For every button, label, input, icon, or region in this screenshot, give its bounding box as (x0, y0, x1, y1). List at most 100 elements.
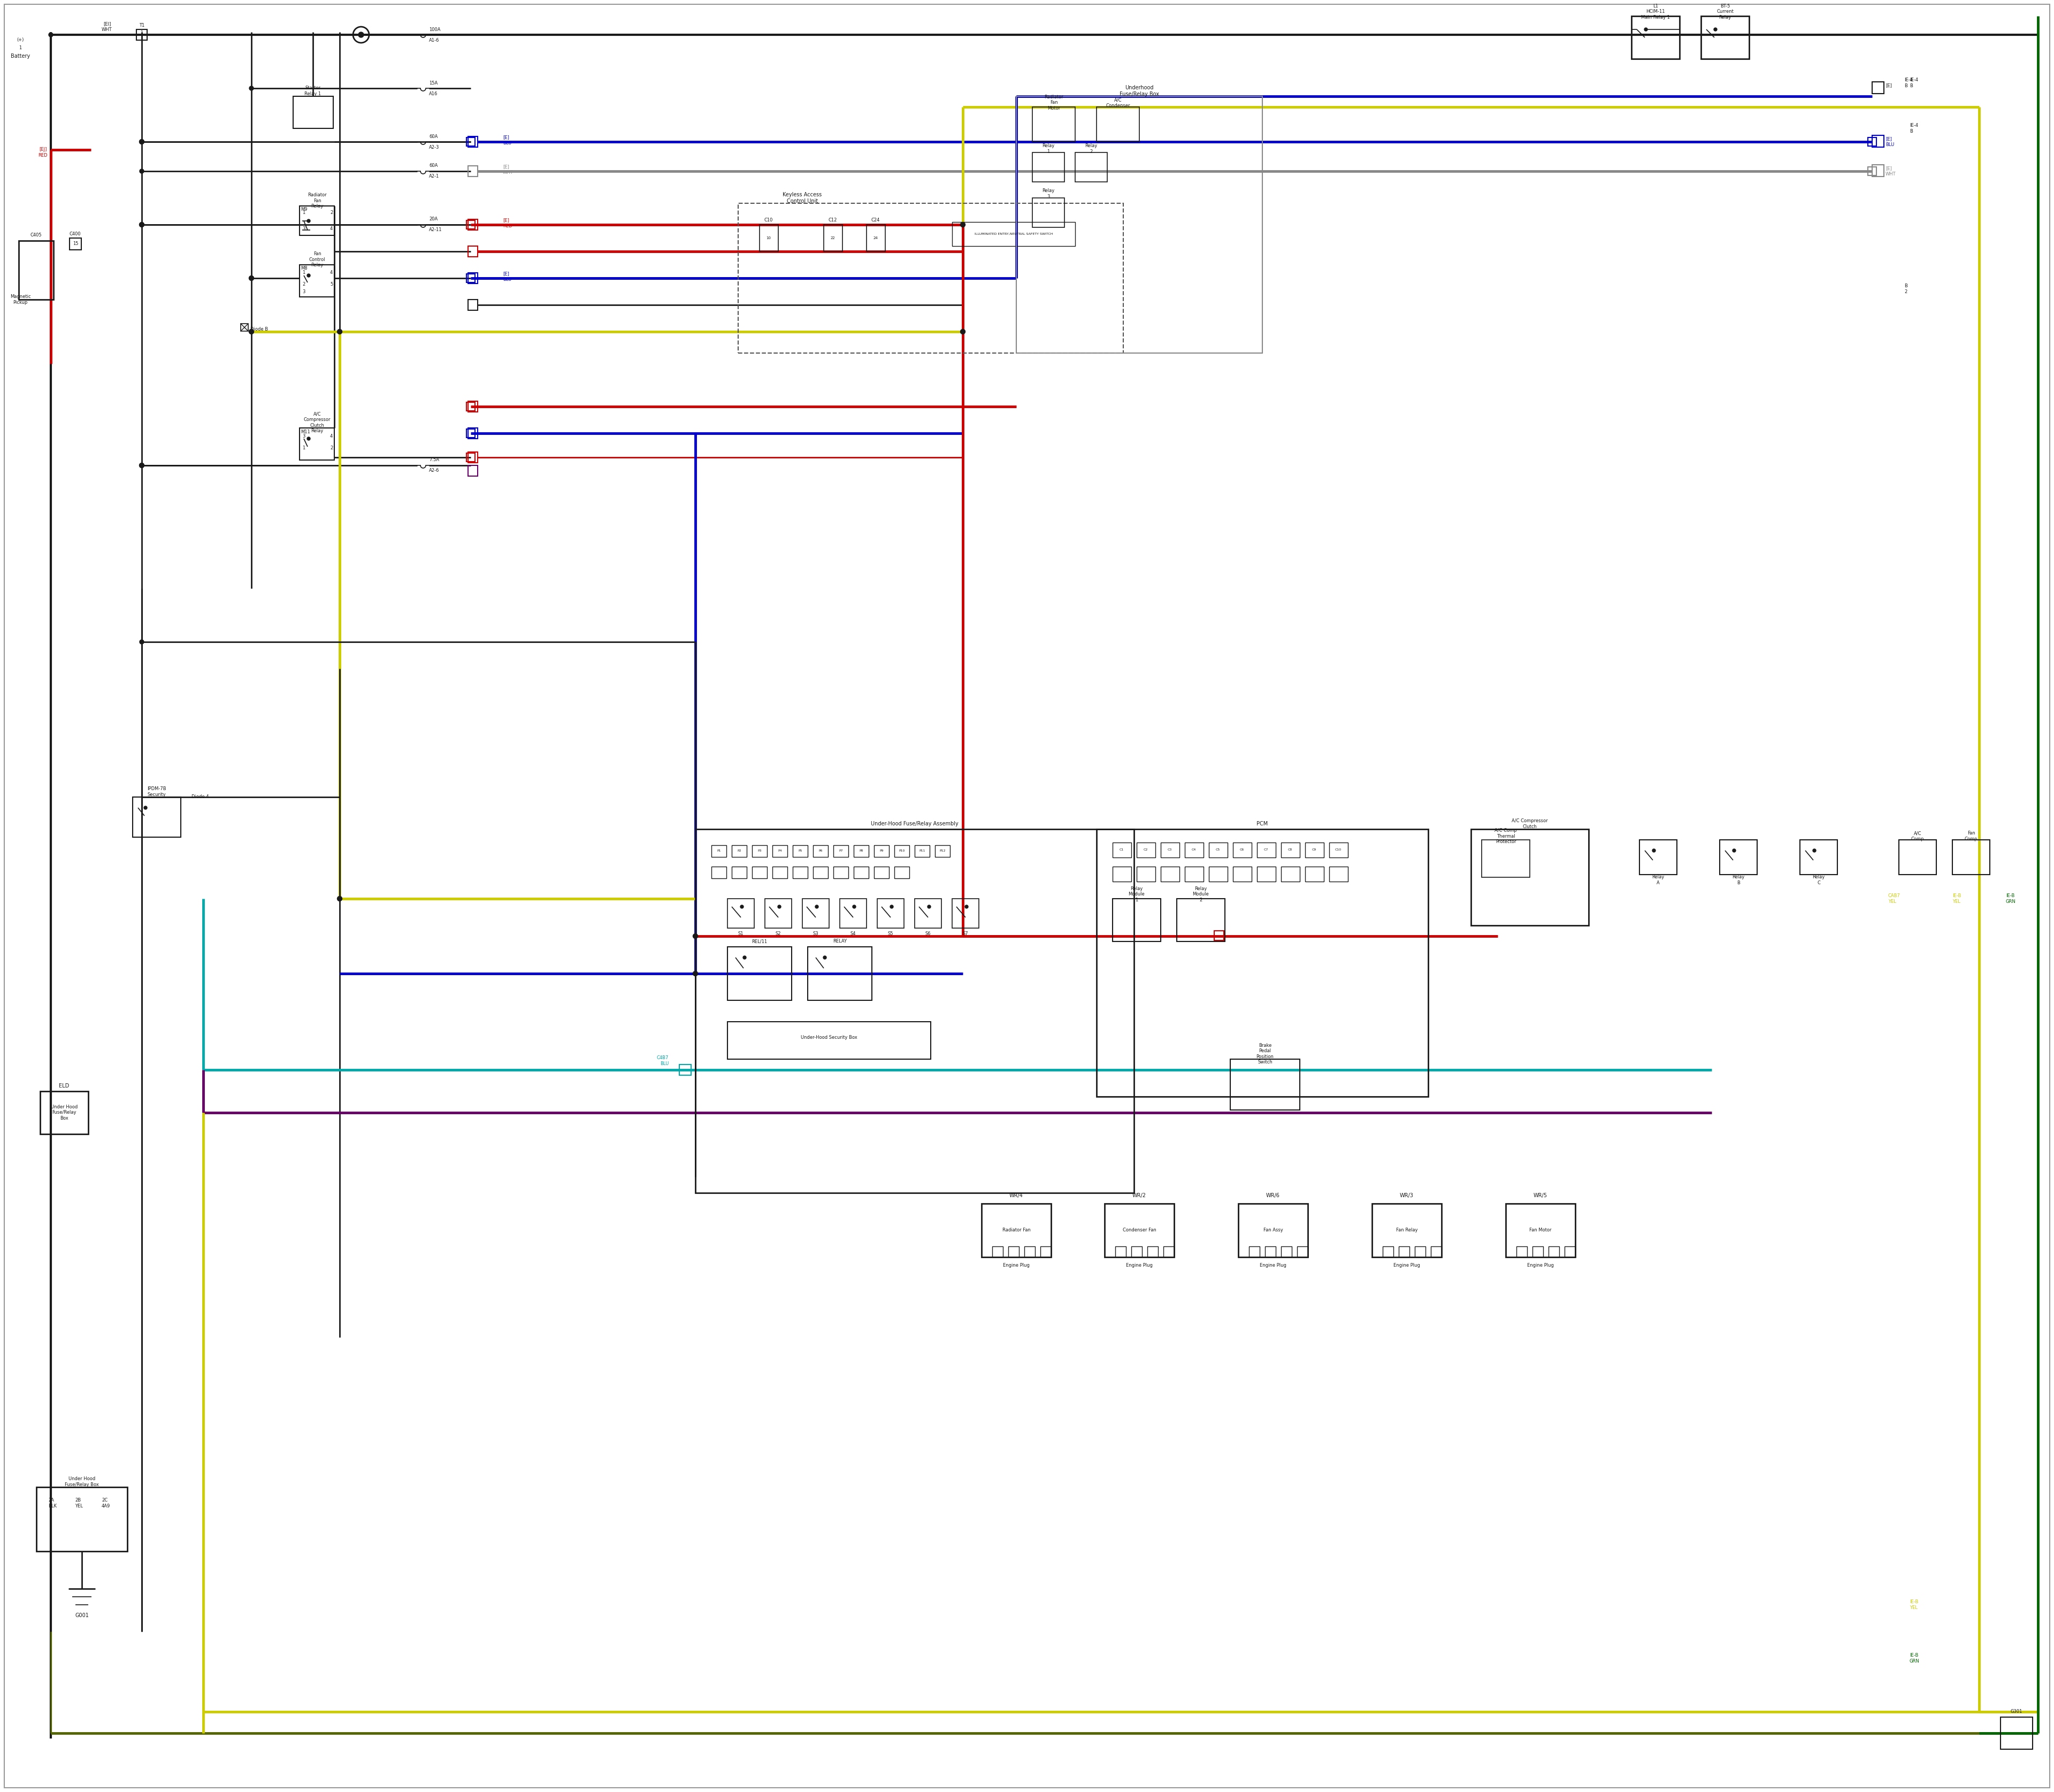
Circle shape (140, 462, 144, 468)
Bar (793, 846, 807, 857)
Circle shape (306, 219, 310, 222)
Bar (772, 846, 787, 857)
Text: Engine Plug: Engine Plug (1528, 1263, 1553, 1267)
Text: M9: M9 (300, 208, 308, 211)
Bar (680, 1064, 690, 1075)
Bar (466, 401, 474, 410)
Bar (752, 867, 766, 878)
Text: C2: C2 (1144, 849, 1148, 851)
Text: Engine Plug: Engine Plug (1259, 1263, 1286, 1267)
Bar (854, 867, 869, 878)
Bar (1232, 867, 1251, 882)
Bar (1113, 867, 1132, 882)
Bar (953, 898, 980, 928)
Text: 100A: 100A (429, 27, 440, 32)
Bar (803, 898, 830, 928)
Text: 15: 15 (72, 242, 78, 246)
Bar (1282, 1247, 1292, 1256)
Circle shape (249, 330, 253, 333)
Circle shape (692, 934, 698, 939)
Circle shape (249, 276, 255, 281)
Bar (1210, 867, 1228, 882)
Text: ELD: ELD (60, 1082, 70, 1088)
Text: S2: S2 (776, 932, 781, 935)
Circle shape (249, 330, 255, 333)
Text: Radiator Fan: Radiator Fan (1002, 1228, 1031, 1233)
Bar (1953, 840, 1990, 874)
Bar (41, 1091, 88, 1134)
Text: C400: C400 (70, 231, 80, 237)
Bar (1282, 842, 1300, 858)
Text: Diode 4: Diode 4 (191, 794, 210, 799)
Circle shape (140, 464, 144, 468)
Text: P12: P12 (939, 849, 945, 853)
Text: T1: T1 (140, 23, 144, 27)
Text: 7.5A: 7.5A (429, 457, 440, 462)
Text: WR/3: WR/3 (1401, 1193, 1413, 1199)
Bar (1115, 1247, 1126, 1256)
Text: IE-B
YEL: IE-B YEL (1953, 894, 1962, 903)
Bar (1372, 1204, 1442, 1256)
Circle shape (140, 222, 144, 228)
Bar (1565, 1247, 1575, 1256)
Circle shape (824, 955, 826, 959)
Bar (834, 867, 848, 878)
Bar (1210, 842, 1228, 858)
Text: 1: 1 (140, 30, 144, 36)
Bar (1136, 867, 1154, 882)
Text: 15A: 15A (429, 81, 438, 86)
Bar (1639, 840, 1676, 874)
Bar (1163, 1247, 1175, 1256)
Bar (1282, 867, 1300, 882)
Bar (1298, 1247, 1308, 1256)
Circle shape (140, 140, 144, 143)
Text: Engine Plug: Engine Plug (1126, 1263, 1152, 1267)
Bar (1161, 842, 1179, 858)
Bar (840, 898, 867, 928)
Text: G301: G301 (2011, 1710, 2023, 1715)
Bar (468, 167, 479, 177)
Text: C24: C24 (871, 219, 879, 222)
Circle shape (692, 971, 698, 977)
Bar (1033, 152, 1064, 181)
Text: 1: 1 (18, 47, 23, 50)
Text: [E]
BLU: [E] BLU (503, 271, 511, 281)
Text: [E]
BLU: [E] BLU (503, 134, 511, 145)
Text: Engine Plug: Engine Plug (1393, 1263, 1419, 1267)
Bar (953, 222, 1074, 246)
Bar (468, 272, 479, 283)
Text: [E]
BLU: [E] BLU (1886, 136, 1894, 147)
Bar (1017, 97, 1263, 353)
Bar (37, 1487, 127, 1552)
Text: C4: C4 (1191, 849, 1195, 851)
Bar (1009, 1247, 1019, 1256)
Text: C4B7
BLU: C4B7 BLU (657, 1055, 670, 1066)
Bar (1799, 840, 1838, 874)
Text: Fan
Control
Relay: Fan Control Relay (308, 251, 325, 267)
Text: P8: P8 (859, 849, 863, 853)
Text: C8: C8 (1288, 849, 1292, 851)
Text: 2: 2 (331, 210, 333, 215)
Bar (1025, 1247, 1035, 1256)
Text: A2-1: A2-1 (429, 174, 440, 179)
Text: [E]: [E] (1886, 82, 1892, 93)
Bar (1304, 842, 1325, 858)
Bar (727, 1021, 930, 1059)
Circle shape (965, 905, 967, 909)
Bar (1074, 152, 1107, 181)
Text: IE-4
B: IE-4 B (1910, 124, 1918, 134)
Bar (1516, 1247, 1526, 1256)
Bar (875, 846, 889, 857)
Text: A2-6: A2-6 (429, 468, 440, 473)
Text: Under-Hood Fuse/Relay Assembly: Under-Hood Fuse/Relay Assembly (871, 821, 959, 826)
Bar (468, 401, 479, 412)
Bar (982, 1204, 1052, 1256)
Text: S7: S7 (963, 932, 967, 935)
Bar (18, 240, 53, 299)
Circle shape (1732, 849, 1736, 853)
Bar (1329, 867, 1347, 882)
Text: WR/5: WR/5 (1534, 1193, 1547, 1199)
Text: P4: P4 (778, 849, 783, 853)
Text: 3: 3 (302, 434, 306, 439)
Text: IE-4
B: IE-4 B (1904, 77, 1912, 88)
